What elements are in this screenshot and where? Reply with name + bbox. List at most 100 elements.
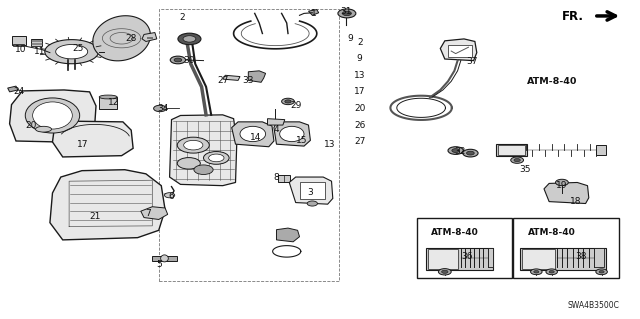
- Circle shape: [177, 158, 200, 169]
- Circle shape: [177, 137, 209, 153]
- Ellipse shape: [240, 126, 266, 142]
- Text: 30: 30: [183, 56, 195, 65]
- Bar: [278, 175, 290, 182]
- Circle shape: [442, 270, 448, 273]
- Circle shape: [184, 140, 203, 150]
- Text: 26: 26: [354, 121, 365, 130]
- Bar: [13, 44, 24, 46]
- Text: 27: 27: [217, 76, 228, 85]
- Bar: [428, 249, 458, 269]
- Bar: [594, 248, 604, 267]
- Text: 11: 11: [34, 47, 45, 56]
- Text: 36: 36: [461, 252, 473, 261]
- Bar: [498, 145, 525, 155]
- Text: 37: 37: [467, 57, 478, 66]
- Text: 25: 25: [72, 44, 84, 53]
- Circle shape: [448, 147, 463, 154]
- Text: SWA4B3500C: SWA4B3500C: [568, 301, 620, 310]
- Circle shape: [285, 100, 291, 103]
- Text: 2: 2: [357, 38, 362, 47]
- Text: 14: 14: [250, 133, 262, 142]
- Bar: [488, 248, 493, 267]
- Text: 3: 3: [308, 189, 313, 197]
- Circle shape: [154, 105, 166, 112]
- Text: 34: 34: [157, 104, 169, 113]
- Text: 31: 31: [340, 7, 351, 16]
- Circle shape: [164, 193, 175, 198]
- Ellipse shape: [26, 98, 80, 133]
- Polygon shape: [52, 121, 133, 157]
- Ellipse shape: [280, 126, 304, 142]
- Text: 4: 4: [274, 125, 279, 134]
- Text: 15: 15: [296, 137, 308, 145]
- Text: 12: 12: [108, 98, 120, 107]
- Bar: [448, 45, 472, 57]
- Bar: [31, 39, 42, 46]
- Bar: [12, 36, 26, 45]
- Circle shape: [170, 56, 186, 64]
- Circle shape: [596, 269, 607, 275]
- Bar: [520, 248, 606, 270]
- Polygon shape: [289, 177, 333, 204]
- Circle shape: [282, 98, 294, 105]
- Polygon shape: [223, 75, 240, 80]
- Circle shape: [194, 165, 213, 174]
- Polygon shape: [141, 207, 168, 219]
- Polygon shape: [93, 16, 150, 61]
- Text: 20: 20: [354, 104, 365, 113]
- Circle shape: [342, 11, 351, 16]
- Text: 2: 2: [180, 13, 185, 22]
- Text: 38: 38: [575, 252, 587, 261]
- Bar: [159, 9, 339, 281]
- Text: 8: 8: [274, 173, 279, 182]
- Circle shape: [546, 269, 557, 275]
- Polygon shape: [142, 33, 157, 41]
- Bar: [300, 182, 325, 199]
- Text: 35: 35: [519, 165, 531, 174]
- Text: ATM-8-40: ATM-8-40: [431, 228, 478, 237]
- Bar: [596, 145, 606, 155]
- Text: 33: 33: [243, 76, 254, 85]
- Circle shape: [452, 149, 460, 152]
- Polygon shape: [232, 122, 274, 147]
- Text: FR.: FR.: [562, 10, 584, 23]
- Bar: [522, 249, 555, 269]
- Text: 20: 20: [25, 121, 36, 130]
- Ellipse shape: [33, 102, 72, 129]
- Bar: [417, 218, 512, 278]
- Circle shape: [307, 201, 317, 206]
- Circle shape: [209, 154, 224, 162]
- Text: 21: 21: [89, 212, 100, 221]
- Text: ATM-8-40: ATM-8-40: [527, 77, 577, 86]
- Circle shape: [514, 159, 520, 162]
- Polygon shape: [170, 115, 237, 186]
- Circle shape: [556, 179, 568, 186]
- Text: 13: 13: [324, 140, 335, 149]
- Polygon shape: [268, 119, 285, 125]
- Text: 19: 19: [556, 181, 568, 190]
- Text: 17: 17: [77, 140, 89, 149]
- Text: 29: 29: [290, 101, 301, 110]
- Text: 6: 6: [169, 192, 174, 201]
- Polygon shape: [440, 39, 477, 61]
- Polygon shape: [308, 10, 319, 15]
- Bar: [426, 248, 493, 270]
- Text: 24: 24: [13, 87, 25, 96]
- Bar: [496, 144, 527, 156]
- Circle shape: [183, 36, 196, 42]
- Text: 13: 13: [354, 71, 365, 80]
- Text: 10: 10: [15, 45, 26, 54]
- Circle shape: [599, 271, 604, 273]
- Polygon shape: [50, 170, 165, 240]
- Circle shape: [178, 33, 201, 45]
- Text: 1: 1: [311, 9, 316, 18]
- Text: 5: 5: [156, 260, 161, 269]
- Ellipse shape: [161, 255, 168, 262]
- Bar: [513, 218, 619, 278]
- Polygon shape: [45, 40, 99, 64]
- Circle shape: [549, 271, 554, 273]
- Circle shape: [438, 269, 451, 275]
- Text: 9: 9: [348, 34, 353, 43]
- Circle shape: [534, 271, 539, 273]
- Text: ATM-8-40: ATM-8-40: [528, 228, 575, 237]
